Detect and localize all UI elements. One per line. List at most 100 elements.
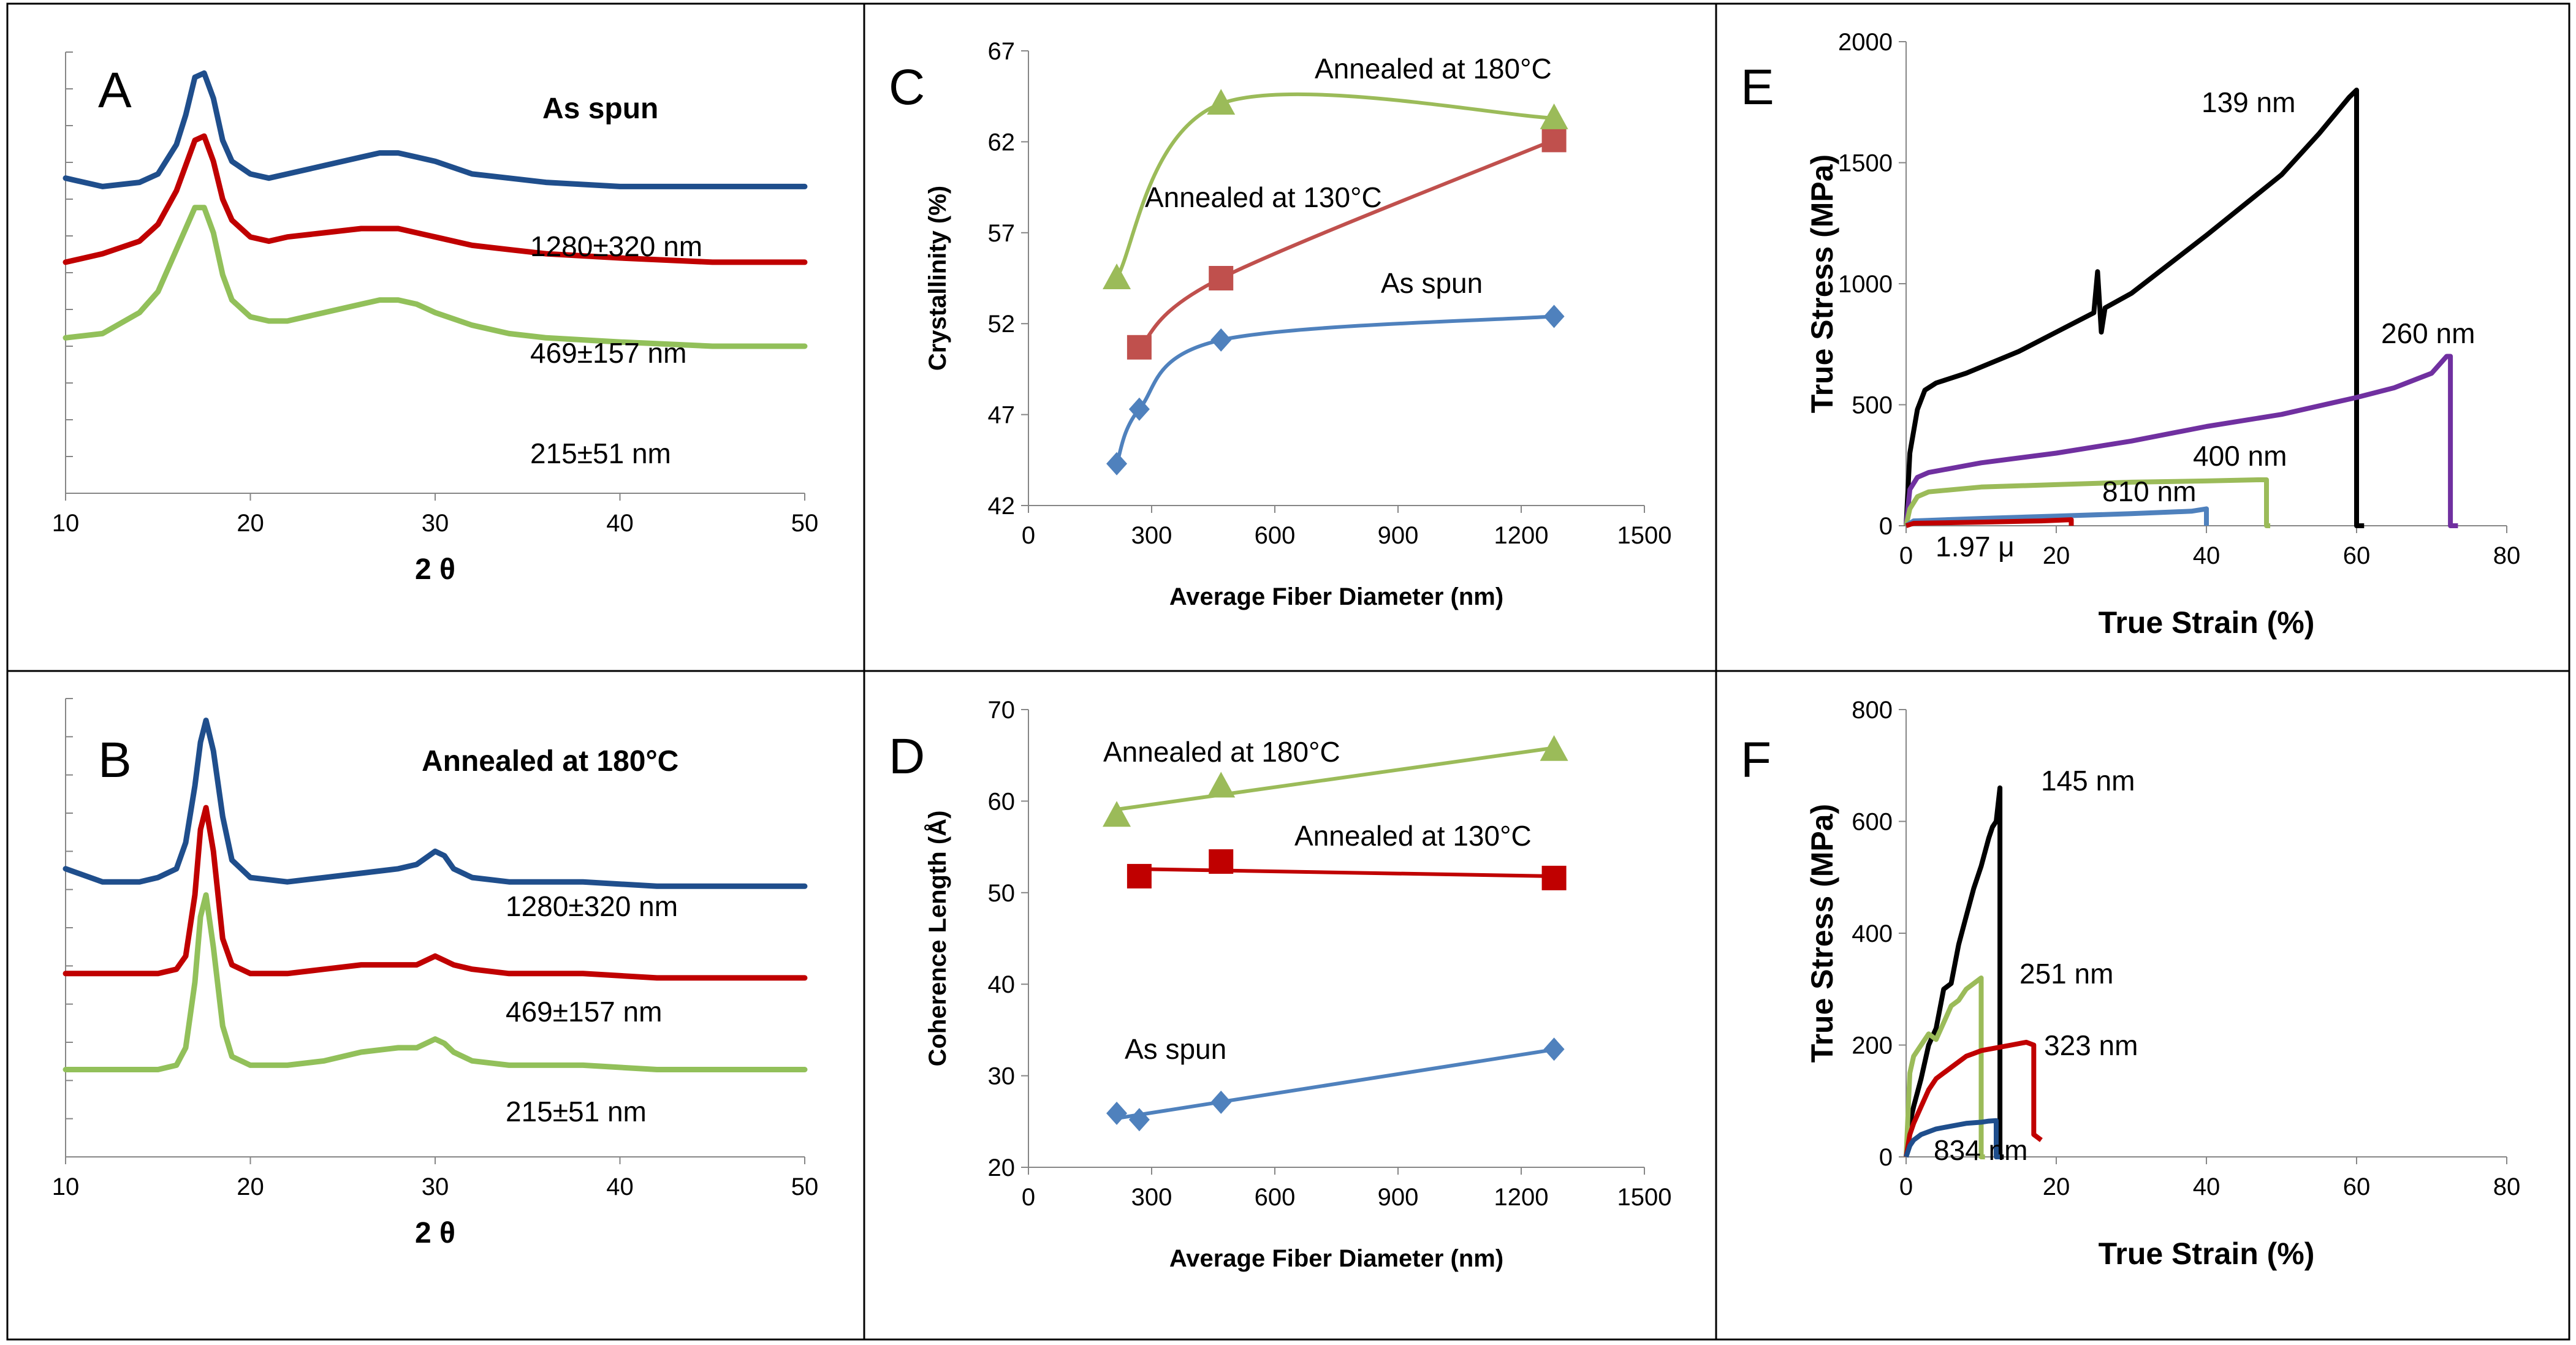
series-label: Annealed at 180°C (1103, 736, 1340, 768)
x-axis-title: 2 θ (415, 553, 455, 586)
panel-letter: E (1741, 59, 1774, 115)
y-tick-label: 20 (988, 1154, 1016, 1181)
y-tick-label: 1000 (1838, 271, 1893, 298)
x-tick-label: 1200 (1494, 1184, 1549, 1211)
data-point (1210, 328, 1232, 352)
y-axis-title: Coherence Length (Å) (924, 811, 951, 1067)
panel-d: 20 30 40 50 60 70 0 300 600 900 1200 1500 Average Fi… (889, 697, 1671, 1272)
data-point (1541, 865, 1567, 890)
panel-c: 42 47 52 57 62 67 0 300 600 900 1200 1500 Average Fi… (889, 38, 1671, 610)
series-label: 145 nm (2041, 765, 2135, 797)
stress-curve-3 (1904, 1118, 2000, 1159)
x-tick-label: 600 (1255, 522, 1296, 549)
data-point (1128, 1108, 1150, 1132)
y-tick-label: 30 (988, 1063, 1016, 1090)
panel-letter: C (889, 59, 925, 115)
trend-line-2 (1115, 92, 1554, 279)
panel-b: 10 20 30 40 50 2 θ B Annealed at 180°C 1280±320 … (52, 698, 818, 1249)
data-point (1543, 305, 1565, 328)
y-tick-label: 500 (1852, 392, 1893, 419)
series-line-2 (63, 205, 808, 349)
data-point (1540, 735, 1568, 761)
data-point (1209, 849, 1234, 874)
series-line-0 (63, 70, 808, 189)
x-tick-label: 900 (1378, 1184, 1419, 1211)
panel-letter: F (1741, 732, 1771, 788)
y-tick-label: 70 (988, 697, 1016, 724)
x-axis-title: True Strain (%) (2099, 605, 2315, 640)
y-tick-label: 57 (988, 220, 1016, 247)
stress-curve-3 (1904, 506, 2209, 528)
series-label: 1280±320 nm (506, 890, 678, 922)
trend-line-1 (1138, 138, 1555, 349)
x-axis-title: Average Fiber Diameter (nm) (1169, 583, 1503, 610)
x-tick-label: 80 (2493, 542, 2521, 569)
data-point (1103, 263, 1131, 289)
series-label: 215±51 nm (530, 438, 671, 469)
trend-line-0 (1116, 1047, 1555, 1120)
data-point (1128, 397, 1150, 421)
series-label: 1.97 μ (1936, 531, 2015, 563)
y-tick-label: 62 (988, 129, 1016, 156)
data-point (1541, 127, 1567, 153)
data-point (1127, 335, 1152, 360)
y-tick-label: 60 (988, 788, 1016, 815)
data-point (1127, 863, 1152, 888)
stress-curve-4 (1905, 517, 2074, 528)
series-label: 260 nm (2381, 317, 2475, 349)
y-tick-label: 67 (988, 38, 1016, 65)
y-tick-label: 0 (1879, 1144, 1893, 1171)
x-tick-label: 900 (1378, 522, 1419, 549)
stress-curve-2 (1904, 477, 2271, 528)
series-label: 400 nm (2193, 440, 2287, 472)
x-axis-title: True Strain (%) (2099, 1237, 2315, 1271)
y-tick-label: 0 (1879, 513, 1893, 540)
panel-letter: D (889, 729, 925, 784)
x-tick-label: 40 (606, 510, 634, 537)
y-tick-label: 47 (988, 402, 1016, 429)
x-tick-label: 60 (2343, 542, 2371, 569)
x-tick-label: 300 (1131, 522, 1172, 549)
x-tick-label: 1500 (1617, 522, 1672, 549)
y-tick-label: 2000 (1838, 29, 1893, 56)
series-label: 251 nm (2019, 958, 2113, 990)
data-point (1207, 89, 1236, 115)
data-point (1106, 1101, 1128, 1125)
y-tick-label: 1500 (1838, 150, 1893, 177)
y-axis-title: True Stress (MPa) (1805, 804, 1839, 1063)
series-line-2 (63, 892, 808, 1072)
x-tick-label: 40 (606, 1173, 634, 1200)
trend-line-1 (1139, 867, 1554, 879)
series-label: 834 nm (1934, 1134, 2027, 1166)
series-label: 810 nm (2102, 475, 2196, 507)
series-label: 323 nm (2044, 1029, 2138, 1061)
series-label: As spun (1381, 267, 1483, 299)
panel-letter: A (98, 63, 132, 118)
y-tick-label: 42 (988, 493, 1016, 520)
x-axis-title: Average Fiber Diameter (nm) (1169, 1245, 1503, 1272)
x-tick-label: 10 (52, 510, 80, 537)
x-tick-label: 1500 (1617, 1184, 1672, 1211)
stress-curve-1 (1904, 976, 1985, 1159)
x-tick-label: 0 (1899, 1173, 1913, 1200)
series-label: As spun (1125, 1033, 1226, 1065)
x-tick-label: 40 (2193, 542, 2221, 569)
series-label: 469±157 nm (530, 337, 686, 369)
data-point (1106, 452, 1128, 475)
y-tick-label: 400 (1852, 920, 1893, 947)
y-axis-title: True Stress (MPa) (1805, 154, 1839, 413)
x-tick-label: 10 (52, 1173, 80, 1200)
x-axis-title: 2 θ (415, 1217, 455, 1249)
x-tick-label: 20 (2043, 1173, 2070, 1200)
series-line-1 (63, 805, 808, 981)
stress-curve-0 (1904, 785, 2004, 1159)
panel-e: 0 500 1000 1500 2000 0 20 40 60 80 True Strain (%)… (1741, 29, 2520, 640)
y-tick-label: 50 (988, 880, 1016, 907)
series-label: Annealed at 130°C (1145, 181, 1382, 213)
data-point (1543, 1037, 1565, 1061)
y-tick-label: 52 (988, 311, 1016, 338)
panel-a: 10 20 30 40 50 2 θ A As spun 1280±320 nm 469±157 … (52, 51, 818, 586)
data-point (1103, 801, 1131, 827)
x-tick-label: 600 (1255, 1184, 1296, 1211)
